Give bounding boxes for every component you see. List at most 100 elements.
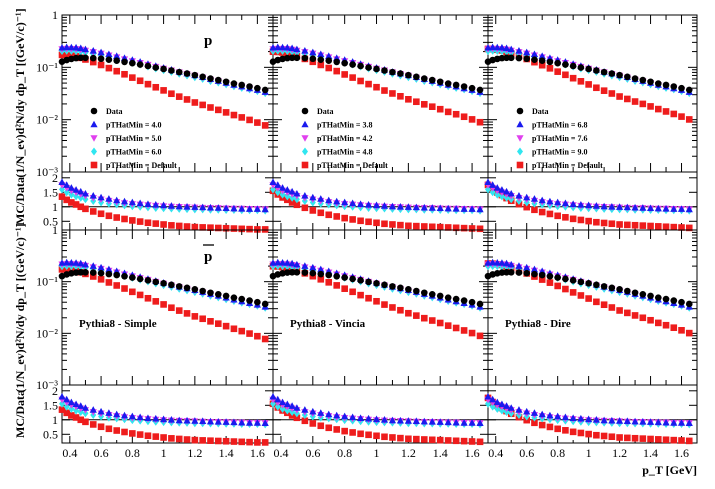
y-tick-label: 1: [52, 223, 58, 237]
data-point-0: [214, 290, 222, 298]
ratio-point-4: [616, 221, 623, 228]
data-point-1: [498, 43, 506, 51]
legend-marker: [517, 147, 523, 156]
ratio-point-1: [274, 395, 282, 403]
data-point-4: [381, 301, 388, 308]
ratio-point-4: [538, 421, 546, 429]
particle-title-anti: p: [204, 249, 212, 265]
data-point-4: [207, 104, 214, 111]
ratio-point-1: [608, 203, 616, 210]
spectrum-frame: [272, 229, 489, 386]
ratio-point-1: [356, 200, 365, 207]
ratio-point-1: [356, 414, 365, 421]
data-point-4: [175, 93, 183, 100]
ratio-point-1: [498, 400, 506, 408]
tune-label: Pythia8 - Simple: [79, 318, 157, 330]
panel-r1-c1: Pythia8 - Vincia: [269, 229, 489, 446]
legend-marker: [516, 107, 524, 115]
ratio-point-1: [592, 416, 600, 423]
ratio-point-1: [191, 203, 199, 210]
data-point-4: [678, 327, 685, 334]
ratio-point-1: [309, 193, 317, 201]
ratio-tick-label: 1.5: [43, 185, 58, 199]
data-point-1: [502, 259, 511, 267]
ratio-point-1: [585, 415, 593, 423]
data-point-4: [405, 96, 412, 103]
ratio-point-1: [677, 205, 686, 212]
data-point-4: [585, 295, 592, 302]
data-point-4: [317, 276, 325, 283]
ratio-point-4: [593, 431, 600, 439]
ratio-point-4: [105, 212, 113, 220]
data-point-0: [222, 292, 230, 300]
legend-marker: [301, 161, 309, 169]
x-tick-label: 1.6: [674, 446, 689, 460]
data-point-0: [309, 55, 317, 63]
legend-marker: [90, 120, 98, 128]
ratio-tick-label: 1: [52, 200, 58, 214]
ratio-point-4: [207, 224, 214, 231]
data-point-0: [341, 274, 348, 281]
ratio-point-4: [160, 434, 167, 441]
data-point-4: [585, 81, 592, 88]
x-tick-label: 1.4: [433, 446, 448, 460]
data-point-4: [261, 122, 269, 129]
data-point-0: [678, 298, 685, 306]
data-point-4: [562, 71, 569, 79]
ratio-point-1: [412, 417, 420, 425]
data-point-1: [105, 265, 113, 273]
data-point-1: [81, 260, 90, 268]
data-point-1: [77, 44, 85, 52]
data-point-0: [97, 269, 105, 277]
data-point-4: [199, 101, 206, 109]
data-point-4: [175, 307, 183, 314]
data-point-0: [476, 86, 484, 94]
data-point-4: [183, 310, 191, 317]
ratio-point-4: [436, 223, 444, 231]
ratio-point-1: [639, 204, 647, 211]
data-point-4: [562, 285, 569, 293]
ratio-point-4: [428, 223, 436, 231]
data-point-1: [274, 43, 282, 51]
data-point-0: [373, 279, 380, 287]
ratio-point-4: [365, 218, 372, 226]
ratio-point-4: [105, 425, 113, 433]
data-point-0: [309, 269, 317, 277]
data-point-4: [577, 78, 585, 85]
ratio-point-1: [420, 203, 428, 211]
data-point-0: [413, 287, 420, 295]
ratio-point-4: [624, 434, 631, 442]
ratio-point-4: [647, 435, 654, 443]
ratio-point-1: [631, 417, 639, 425]
data-point-1: [81, 45, 90, 53]
ratio-point-1: [530, 195, 539, 202]
ratio-point-4: [68, 199, 75, 206]
ratio-point-1: [631, 203, 639, 211]
ratio-point-4: [129, 430, 136, 437]
legend-label: pTHatMin = 6.8: [532, 121, 587, 130]
data-point-0: [105, 56, 113, 63]
ratio-point-4: [222, 224, 230, 232]
data-point-0: [577, 64, 585, 71]
ratio-frame: [487, 384, 698, 444]
legend-marker: [516, 161, 524, 169]
ratio-point-4: [639, 222, 647, 229]
ratio-point-1: [436, 204, 444, 212]
ratio-point-4: [444, 224, 452, 231]
data-point-0: [113, 271, 121, 279]
data-point-0: [546, 58, 554, 66]
ratio-point-4: [523, 203, 531, 211]
data-point-4: [546, 279, 554, 286]
ratio-point-4: [389, 221, 396, 228]
data-point-0: [152, 278, 160, 286]
data-point-1: [288, 44, 296, 52]
data-point-4: [616, 93, 623, 100]
data-point-0: [460, 297, 468, 304]
data-point-0: [662, 81, 670, 89]
data-point-0: [562, 61, 569, 68]
data-point-4: [654, 105, 662, 113]
tune-label: Pythia8 - Dire: [505, 318, 571, 330]
data-point-0: [585, 65, 592, 73]
data-point-1: [89, 262, 97, 269]
data-point-4: [476, 118, 484, 126]
